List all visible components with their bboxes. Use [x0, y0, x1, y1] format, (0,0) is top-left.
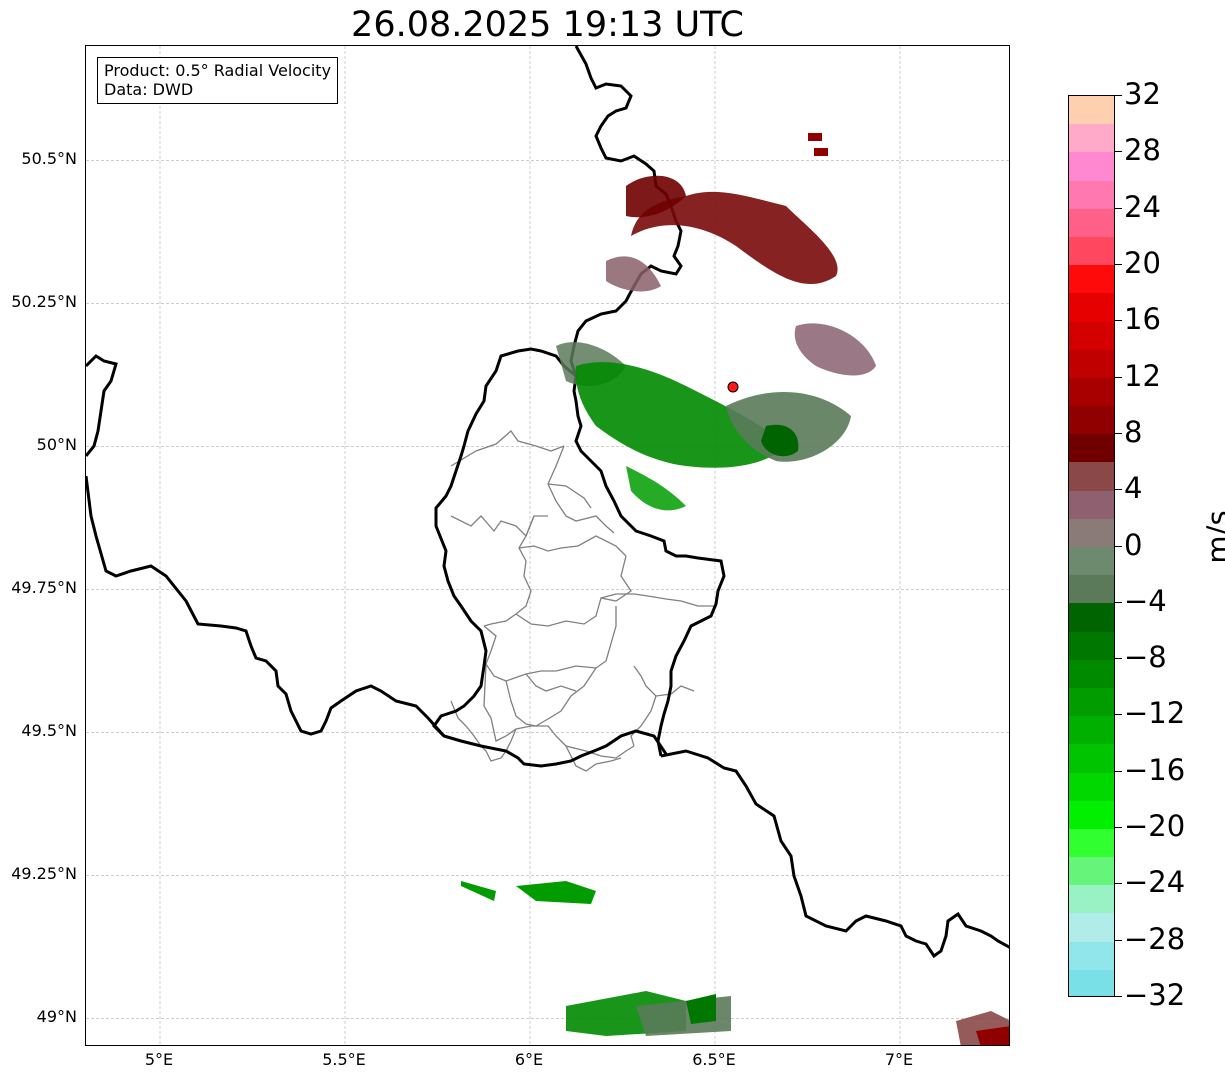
- colorbar-segment: [1069, 124, 1114, 153]
- colorbar-tick-label: −16: [1124, 752, 1186, 787]
- colorbar-segment: [1069, 180, 1114, 210]
- colorbar-tick-label: 28: [1124, 133, 1161, 168]
- colorbar: [1068, 95, 1115, 997]
- colorbar-tick-label: 32: [1124, 77, 1161, 111]
- colorbar-segment: [1069, 744, 1114, 773]
- colorbar-segment: [1069, 518, 1114, 548]
- colorbar-tick: [1114, 545, 1122, 547]
- colorbar-tick-label: 4: [1124, 471, 1143, 506]
- colorbar-segment: [1069, 377, 1114, 407]
- colorbar-tick: [1114, 939, 1122, 941]
- colorbar-segment: [1069, 236, 1114, 266]
- colorbar-segment: [1069, 687, 1114, 717]
- radar-echoes: [461, 133, 1009, 1045]
- colorbar-tick-label: 8: [1124, 414, 1143, 449]
- lat-tick-label: 50°N: [36, 435, 77, 455]
- colorbar-segment: [1069, 490, 1114, 520]
- colorbar-tick-label: 20: [1124, 245, 1161, 280]
- radar-site-marker: [727, 381, 739, 393]
- colorbar-tick: [1114, 151, 1122, 153]
- colorbar-segment: [1069, 575, 1114, 604]
- lon-tick-label: 7°E: [884, 1050, 914, 1069]
- lon-tick-label: 5°E: [144, 1050, 174, 1069]
- lon-tick-label: 5.5°E: [322, 1050, 366, 1069]
- data-source-label: Data: DWD: [104, 80, 194, 99]
- colorbar-segment: [1069, 96, 1114, 125]
- product-label: Product: 0.5° Radial Velocity: [104, 61, 332, 80]
- lon-tick-label: 6°E: [514, 1050, 544, 1069]
- lat-tick-label: 50.5°N: [21, 149, 77, 169]
- map-title: 26.08.2025 19:13 UTC: [351, 5, 744, 45]
- colorbar-tick-label: 0: [1124, 527, 1143, 562]
- lon-tick-label: 6.5°E: [692, 1050, 736, 1069]
- colorbar-segment: [1069, 293, 1114, 322]
- colorbar-tick: [1114, 883, 1122, 885]
- colorbar-tick: [1114, 320, 1122, 322]
- colorbar-tick: [1114, 489, 1122, 491]
- colorbar-segment: [1069, 885, 1114, 914]
- colorbar-tick-label: 24: [1124, 189, 1161, 224]
- colorbar-tick-label: 16: [1124, 302, 1161, 337]
- colorbar-tick: [1114, 770, 1122, 772]
- colorbar-tick: [1114, 996, 1122, 997]
- lat-tick-label: 49.75°N: [11, 578, 77, 598]
- colorbar-segment: [1069, 152, 1114, 182]
- radar-map[interactable]: [85, 45, 1010, 1046]
- colorbar-tick-label: −8: [1124, 640, 1167, 675]
- colorbar-segment: [1069, 547, 1114, 576]
- colorbar-tick: [1114, 263, 1122, 265]
- colorbar-tick-label: −20: [1124, 809, 1186, 844]
- colorbar-segment: [1069, 772, 1114, 802]
- lat-tick-label: 49.25°N: [11, 864, 77, 884]
- colorbar-unit-label: m/s: [1201, 510, 1225, 564]
- colorbar-tick: [1114, 432, 1122, 434]
- colorbar-segment: [1069, 631, 1114, 661]
- colorbar-tick: [1114, 827, 1122, 829]
- colorbar-segment: [1069, 857, 1114, 886]
- info-box: Product: 0.5° Radial Velocity Data: DWD: [97, 57, 339, 104]
- colorbar-segment: [1069, 659, 1114, 689]
- colorbar-segment: [1069, 265, 1114, 294]
- colorbar-tick: [1114, 658, 1122, 660]
- colorbar-segment: [1069, 434, 1114, 463]
- colorbar-tick: [1114, 601, 1122, 603]
- colorbar-segment: [1069, 462, 1114, 492]
- colorbar-tick-label: −28: [1124, 921, 1186, 956]
- colorbar-segment: [1069, 716, 1114, 745]
- colorbar-tick-label: 12: [1124, 358, 1161, 393]
- colorbar-tick-label: −32: [1124, 978, 1186, 1012]
- colorbar-segment: [1069, 828, 1114, 858]
- colorbar-segment: [1069, 208, 1114, 238]
- colorbar-segment: [1069, 969, 1114, 996]
- lat-tick-label: 50.25°N: [11, 292, 77, 312]
- colorbar-segment: [1069, 913, 1114, 943]
- lat-tick-label: 49°N: [36, 1007, 77, 1027]
- colorbar-tick: [1114, 376, 1122, 378]
- district-boundaries: [450, 430, 714, 772]
- colorbar-segment: [1069, 321, 1114, 351]
- map-canvas: [86, 46, 1009, 1045]
- colorbar-segment: [1069, 941, 1114, 971]
- colorbar-tick-label: −4: [1124, 583, 1167, 618]
- colorbar-segment: [1069, 800, 1114, 830]
- lat-tick-label: 49.5°N: [21, 721, 77, 741]
- colorbar-segment: [1069, 349, 1114, 379]
- colorbar-segment: [1069, 406, 1114, 435]
- colorbar-segment: [1069, 603, 1114, 633]
- colorbar-tick: [1114, 207, 1122, 209]
- colorbar-tick-label: −24: [1124, 865, 1186, 900]
- colorbar-tick-label: −12: [1124, 696, 1186, 731]
- colorbar-tick: [1114, 95, 1122, 96]
- national-borders: [86, 46, 1009, 959]
- colorbar-tick: [1114, 714, 1122, 716]
